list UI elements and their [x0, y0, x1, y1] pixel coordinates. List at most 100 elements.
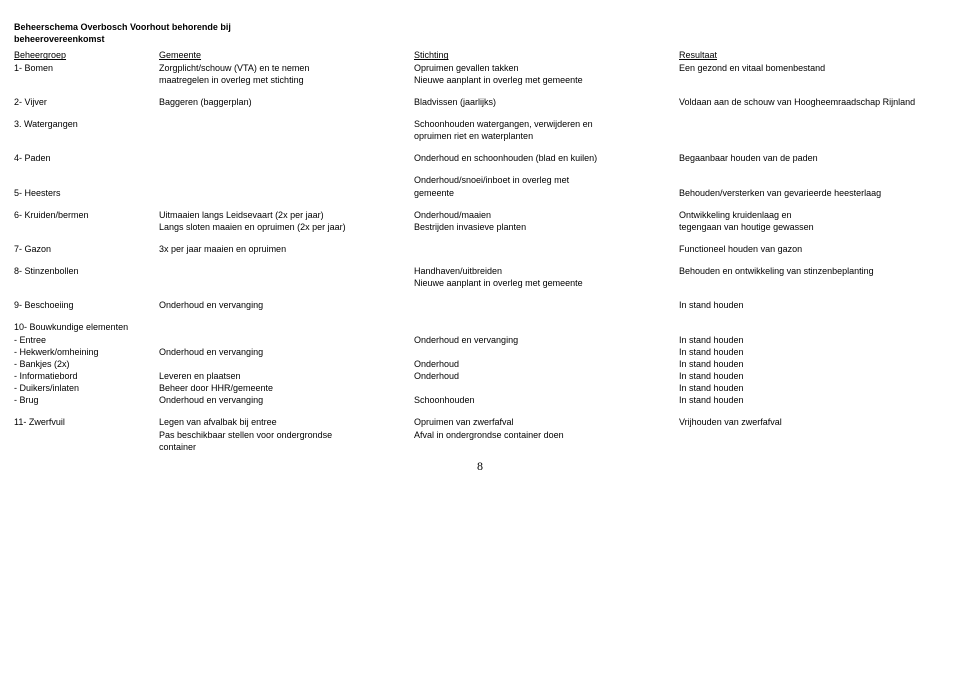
- cell: 6- Kruiden/bermen: [14, 209, 159, 221]
- cell: In stand houden: [679, 382, 946, 394]
- cell: Onderhoud en vervanging: [414, 334, 679, 346]
- cell: In stand houden: [679, 334, 946, 346]
- cell: - Bankjes (2x): [14, 358, 159, 370]
- table-row: - Hekwerk/omheining Onderhoud en vervang…: [14, 346, 946, 358]
- hdr-resultaat: Resultaat: [679, 50, 717, 60]
- table-row: - Informatiebord Leveren en plaatsen Ond…: [14, 370, 946, 382]
- table-row: Pas beschikbaar stellen voor ondergronds…: [14, 429, 946, 441]
- cell: Opruimen gevallen takken: [414, 62, 679, 74]
- cell: Onderhoud en vervanging: [159, 394, 414, 406]
- hdr-gemeente: Gemeente: [159, 50, 201, 60]
- table-row: container: [14, 441, 946, 453]
- cell: Bladvissen (jaarlijks): [414, 96, 679, 108]
- cell: Schoonhouden watergangen, verwijderen en: [414, 118, 679, 130]
- table-row: 8- Stinzenbollen Handhaven/uitbreiden Be…: [14, 265, 946, 277]
- cell: 5- Heesters: [14, 187, 159, 199]
- table-header-row: Beheergroep Gemeente Stichting Resultaat: [14, 49, 946, 61]
- cell: Legen van afvalbak bij entree: [159, 416, 414, 428]
- cell: In stand houden: [679, 299, 946, 311]
- table-row: opruimen riet en waterplanten: [14, 130, 946, 142]
- cell: 1- Bomen: [14, 62, 159, 74]
- cell: 8- Stinzenbollen: [14, 265, 159, 277]
- cell: 10- Bouwkundige elementen: [14, 321, 946, 333]
- cell: Onderhoud en schoonhouden (blad en kuile…: [414, 152, 679, 164]
- cell: Onderhoud: [414, 358, 679, 370]
- cell: Onderhoud: [414, 370, 679, 382]
- document-page: Beheerschema Overbosch Voorhout behorend…: [0, 0, 960, 482]
- cell: Onderhoud/maaien: [414, 209, 679, 221]
- cell: Een gezond en vitaal bomenbestand: [679, 62, 946, 74]
- cell: Begaanbaar houden van de paden: [679, 152, 946, 164]
- cell: Afval in ondergrondse container doen: [414, 429, 679, 441]
- table-row: 7- Gazon 3x per jaar maaien en opruimen …: [14, 243, 946, 255]
- cell: 3. Watergangen: [14, 118, 159, 130]
- cell: maatregelen in overleg met stichting: [159, 74, 414, 86]
- page-number: 8: [14, 459, 946, 474]
- cell: opruimen riet en waterplanten: [414, 130, 679, 142]
- cell: Baggeren (baggerplan): [159, 96, 414, 108]
- cell: Nieuwe aanplant in overleg met gemeente: [414, 74, 679, 86]
- table-row: 6- Kruiden/bermen Uitmaaien langs Leidse…: [14, 209, 946, 221]
- cell: Pas beschikbaar stellen voor ondergronds…: [159, 429, 414, 441]
- cell: Nieuwe aanplant in overleg met gemeente: [414, 277, 679, 289]
- cell: Bestrijden invasieve planten: [414, 221, 679, 233]
- cell: 4- Paden: [14, 152, 159, 164]
- hdr-stichting: Stichting: [414, 50, 449, 60]
- cell: In stand houden: [679, 394, 946, 406]
- table-row: maatregelen in overleg met stichting Nie…: [14, 74, 946, 86]
- table-row: - Entree Onderhoud en vervanging In stan…: [14, 334, 946, 346]
- cell: In stand houden: [679, 370, 946, 382]
- title-line-2: beheerovereenkomst: [14, 34, 105, 44]
- cell: Onderhoud en vervanging: [159, 299, 414, 311]
- cell: 9- Beschoeiing: [14, 299, 159, 311]
- table-row: Onderhoud/snoei/inboet in overleg met: [14, 174, 946, 186]
- cell: Ontwikkeling kruidenlaag en: [679, 209, 946, 221]
- cell: Uitmaaien langs Leidsevaart (2x per jaar…: [159, 209, 414, 221]
- title-line-1: Beheerschema Overbosch Voorhout behorend…: [14, 22, 231, 32]
- document-title: Beheerschema Overbosch Voorhout behorend…: [14, 22, 946, 45]
- table-row: 4- Paden Onderhoud en schoonhouden (blad…: [14, 152, 946, 164]
- cell: Schoonhouden: [414, 394, 679, 406]
- cell: Behouden en ontwikkeling van stinzenbepl…: [679, 265, 946, 277]
- cell: In stand houden: [679, 358, 946, 370]
- cell: Langs sloten maaien en opruimen (2x per …: [159, 221, 414, 233]
- cell: Vrijhouden van zwerfafval: [679, 416, 946, 428]
- cell: In stand houden: [679, 346, 946, 358]
- cell: 7- Gazon: [14, 243, 159, 255]
- cell: Handhaven/uitbreiden: [414, 265, 679, 277]
- table-row: 2- Vijver Baggeren (baggerplan) Bladviss…: [14, 96, 946, 108]
- table-row: 11- Zwerfvuil Legen van afvalbak bij ent…: [14, 416, 946, 428]
- cell: - Hekwerk/omheining: [14, 346, 159, 358]
- table-row: 3. Watergangen Schoonhouden watergangen,…: [14, 118, 946, 130]
- table-row: - Bankjes (2x) Onderhoud In stand houden: [14, 358, 946, 370]
- cell: Zorgplicht/schouw (VTA) en te nemen: [159, 62, 414, 74]
- cell: 11- Zwerfvuil: [14, 416, 159, 428]
- table-row: - Brug Onderhoud en vervanging Schoonhou…: [14, 394, 946, 406]
- cell: tegengaan van houtige gewassen: [679, 221, 946, 233]
- cell: container: [159, 441, 414, 453]
- cell: - Duikers/inlaten: [14, 382, 159, 394]
- beheerschema-table: Beheergroep Gemeente Stichting Resultaat…: [14, 49, 946, 453]
- cell: - Informatiebord: [14, 370, 159, 382]
- table-row: - Duikers/inlaten Beheer door HHR/gemeen…: [14, 382, 946, 394]
- table-row: Nieuwe aanplant in overleg met gemeente: [14, 277, 946, 289]
- cell: Behouden/versterken van gevarieerde hees…: [679, 187, 946, 199]
- cell: Opruimen van zwerfafval: [414, 416, 679, 428]
- cell: - Entree: [14, 334, 159, 346]
- table-row: 9- Beschoeiing Onderhoud en vervanging I…: [14, 299, 946, 311]
- table-row: 5- Heesters gemeente Behouden/versterken…: [14, 187, 946, 199]
- hdr-beheergroep: Beheergroep: [14, 50, 66, 60]
- cell: Onderhoud en vervanging: [159, 346, 414, 358]
- cell: Leveren en plaatsen: [159, 370, 414, 382]
- cell: Beheer door HHR/gemeente: [159, 382, 414, 394]
- table-row: 10- Bouwkundige elementen: [14, 321, 946, 333]
- cell: Functioneel houden van gazon: [679, 243, 946, 255]
- cell: 2- Vijver: [14, 96, 159, 108]
- table-row: 1- Bomen Zorgplicht/schouw (VTA) en te n…: [14, 62, 946, 74]
- cell: - Brug: [14, 394, 159, 406]
- table-row: Langs sloten maaien en opruimen (2x per …: [14, 221, 946, 233]
- cell: 3x per jaar maaien en opruimen: [159, 243, 414, 255]
- cell: Onderhoud/snoei/inboet in overleg met: [414, 174, 679, 186]
- cell: Voldaan aan de schouw van Hoogheemraadsc…: [679, 96, 946, 108]
- cell: gemeente: [414, 187, 679, 199]
